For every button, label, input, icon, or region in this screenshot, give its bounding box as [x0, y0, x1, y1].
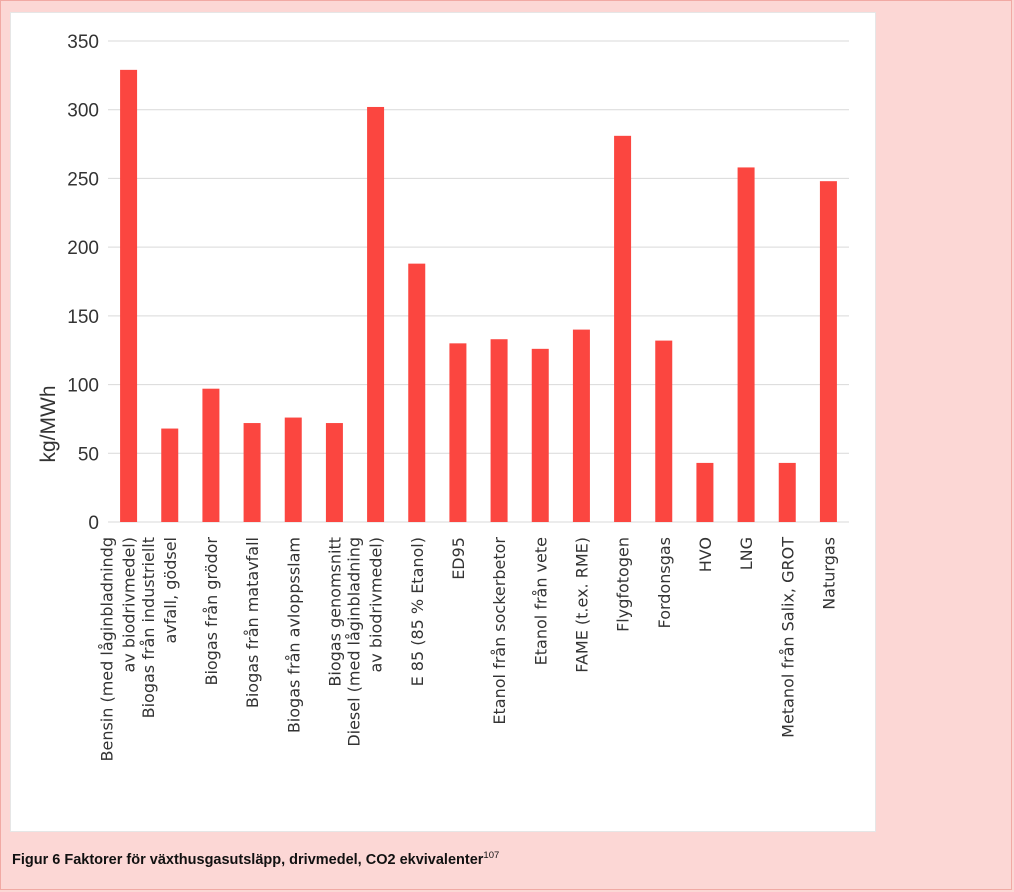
- x-tick-label: Etanol från sockerbetor: [490, 537, 509, 725]
- bar: [490, 339, 508, 522]
- x-tick-label: Etanol från vete: [531, 537, 550, 665]
- x-tick-label-line: Flygfotogen: [614, 537, 633, 632]
- y-tick-label: 50: [78, 444, 99, 465]
- bar: [120, 69, 138, 523]
- x-tick-label: Biogas genomsnitt: [325, 537, 344, 687]
- x-tick-label: Metanol från Salix, GROT: [778, 537, 797, 738]
- bar: [408, 263, 426, 522]
- x-tick-label-line: Biogas genomsnitt: [325, 537, 344, 687]
- x-tick-label-line: LNG: [737, 537, 756, 570]
- x-tick-label: LNG: [737, 537, 756, 570]
- x-tick-label-line: ED95: [449, 537, 468, 580]
- bar: [655, 340, 673, 522]
- x-axis-labels: Bensin (med låginbladnindg av biodrivmede…: [98, 537, 839, 762]
- x-tick-label-line: Biogas från avloppsslam: [284, 537, 303, 733]
- bar: [449, 343, 467, 522]
- bar: [284, 417, 302, 522]
- x-tick-label: E 85 (85 % Etanol): [408, 537, 427, 686]
- y-tick-label: 150: [67, 307, 99, 328]
- x-tick-label-line: HVO: [696, 537, 715, 572]
- y-axis-title: kg/MWh: [37, 385, 60, 462]
- x-tick-label: HVO: [696, 537, 715, 572]
- y-tick-label: 100: [67, 376, 99, 397]
- x-tick-label: FAME (t.ex. RME): [572, 537, 591, 673]
- x-tick-label: Biogas från matavfall: [243, 537, 262, 708]
- y-axis-ticks: 0 50 100 150 200 250 300 350: [67, 32, 99, 534]
- y-tick-label: 300: [67, 101, 99, 122]
- bar: [572, 329, 590, 522]
- chart-panel: 0 50 100 150 200 250 300 350 Bensin (med låginb…: [10, 12, 876, 832]
- x-tick-label-line: Biogas från grödor: [202, 537, 221, 686]
- x-tick-label-line: Naturgas: [819, 537, 838, 610]
- bar: [778, 462, 796, 522]
- x-tick-label-line: Biogas från industriellt: [139, 537, 158, 718]
- x-tick-label-line: Diesel (med låginbladning: [345, 537, 364, 747]
- bar: [531, 348, 549, 522]
- y-tick-label: 200: [67, 238, 99, 259]
- x-tick-label-line: Etanol från sockerbetor: [490, 537, 509, 725]
- bar: [696, 462, 714, 522]
- x-tick-label-line: Etanol från vete: [531, 537, 550, 665]
- bars: [120, 69, 837, 523]
- x-tick-label-line: avfall, gödsel: [161, 537, 180, 644]
- x-tick-label: Biogas från avloppsslam: [284, 537, 303, 733]
- bar: [819, 181, 837, 523]
- figure-caption: Figur 6 Faktorer för växthusgasutsläpp, …: [12, 850, 499, 868]
- x-tick-label: Naturgas: [819, 537, 838, 610]
- bar-chart: 0 50 100 150 200 250 300 350 Bensin (med låginb…: [37, 32, 849, 762]
- y-tick-label: 0: [88, 513, 99, 534]
- bar: [325, 423, 343, 522]
- x-tick-label: Bensin (med låginbladnindg av biodrivmede…: [98, 537, 139, 761]
- bar: [614, 135, 632, 522]
- x-tick-label: Fordonsgas: [655, 537, 674, 628]
- x-tick-label-line: Fordonsgas: [655, 537, 674, 628]
- bar: [737, 167, 755, 523]
- y-tick-label: 350: [67, 32, 99, 53]
- bar: [367, 106, 385, 523]
- x-tick-label-line: av biodrivmedel): [367, 537, 386, 673]
- x-tick-label: ED95: [449, 537, 468, 580]
- x-tick-label-line: Biogas från matavfall: [243, 537, 262, 708]
- x-tick-label: Diesel (med låginbladning av biodrivmedel…: [345, 537, 386, 747]
- bar: [202, 388, 220, 522]
- x-tick-label: Flygfotogen: [614, 537, 633, 632]
- gridlines: [108, 40, 849, 523]
- x-tick-label-line: Bensin (med låginbladnindg: [98, 537, 117, 761]
- caption-footnote: 107: [483, 850, 500, 861]
- caption-text: Figur 6 Faktorer för växthusgasutsläpp, …: [12, 852, 484, 868]
- x-tick-label: Biogas från grödor: [202, 537, 221, 686]
- bar: [161, 428, 179, 522]
- x-tick-label-line: av biodrivmedel): [120, 537, 139, 673]
- x-tick-label: Biogas från industriellt avfall, gödsel: [139, 537, 180, 718]
- x-tick-label-line: E 85 (85 % Etanol): [408, 537, 427, 686]
- x-tick-label-line: FAME (t.ex. RME): [572, 537, 591, 673]
- bar: [243, 423, 261, 522]
- y-tick-label: 250: [67, 169, 99, 190]
- x-tick-label-line: Metanol från Salix, GROT: [778, 537, 797, 738]
